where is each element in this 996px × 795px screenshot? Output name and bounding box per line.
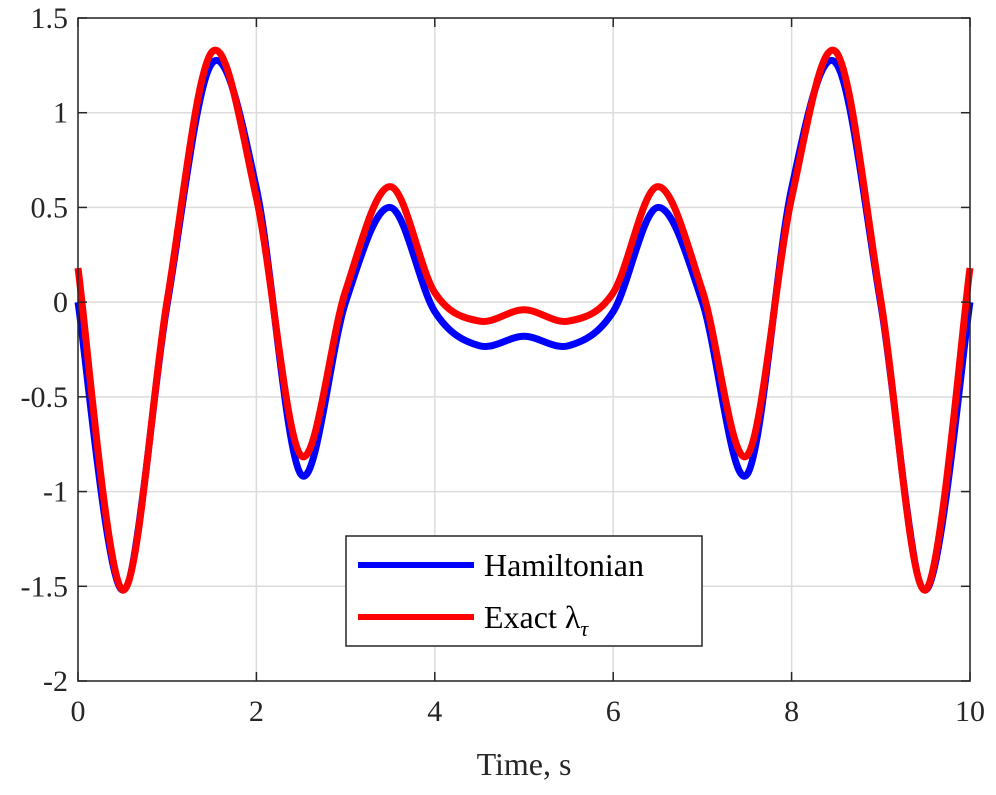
y-tick-label: 0.5 xyxy=(31,191,69,224)
series-layer xyxy=(74,46,974,594)
x-tick-label: 10 xyxy=(955,695,985,728)
legend-label-exact-subscript: τ xyxy=(580,616,589,641)
y-tick-label: 1.5 xyxy=(31,2,69,35)
x-tick-label: 6 xyxy=(606,695,621,728)
x-tick-label: 0 xyxy=(71,695,86,728)
x-tick-label: 8 xyxy=(784,695,799,728)
legend-label-exact-main: Exact λ xyxy=(484,599,581,635)
y-tick-label: 0 xyxy=(53,286,68,319)
series-line-exact xyxy=(74,46,974,594)
axis-ticks xyxy=(77,17,971,682)
x-tick-label: 4 xyxy=(427,695,442,728)
y-tick-label: 1 xyxy=(53,97,68,130)
series-line-hamiltonian xyxy=(74,57,974,594)
y-tick-label: -1 xyxy=(43,476,68,509)
legend-box xyxy=(345,535,703,647)
legend: Hamiltonian Exact λτ xyxy=(345,535,703,647)
y-tick-labels: -2 -1.5 -1 -0.5 0 0.5 1 1.5 xyxy=(21,2,69,698)
plot-area-frame xyxy=(77,17,971,682)
x-tick-labels: 0 2 4 6 8 10 xyxy=(71,695,986,728)
y-tick-label: -0.5 xyxy=(21,381,69,414)
legend-label-exact: Exact λτ xyxy=(484,599,589,641)
y-tick-label: -2 xyxy=(43,665,68,698)
y-tick-label: -1.5 xyxy=(21,570,69,603)
x-tick-label: 2 xyxy=(249,695,264,728)
legend-label-hamiltonian: Hamiltonian xyxy=(484,547,644,583)
x-axis-label: Time, s xyxy=(477,746,572,782)
